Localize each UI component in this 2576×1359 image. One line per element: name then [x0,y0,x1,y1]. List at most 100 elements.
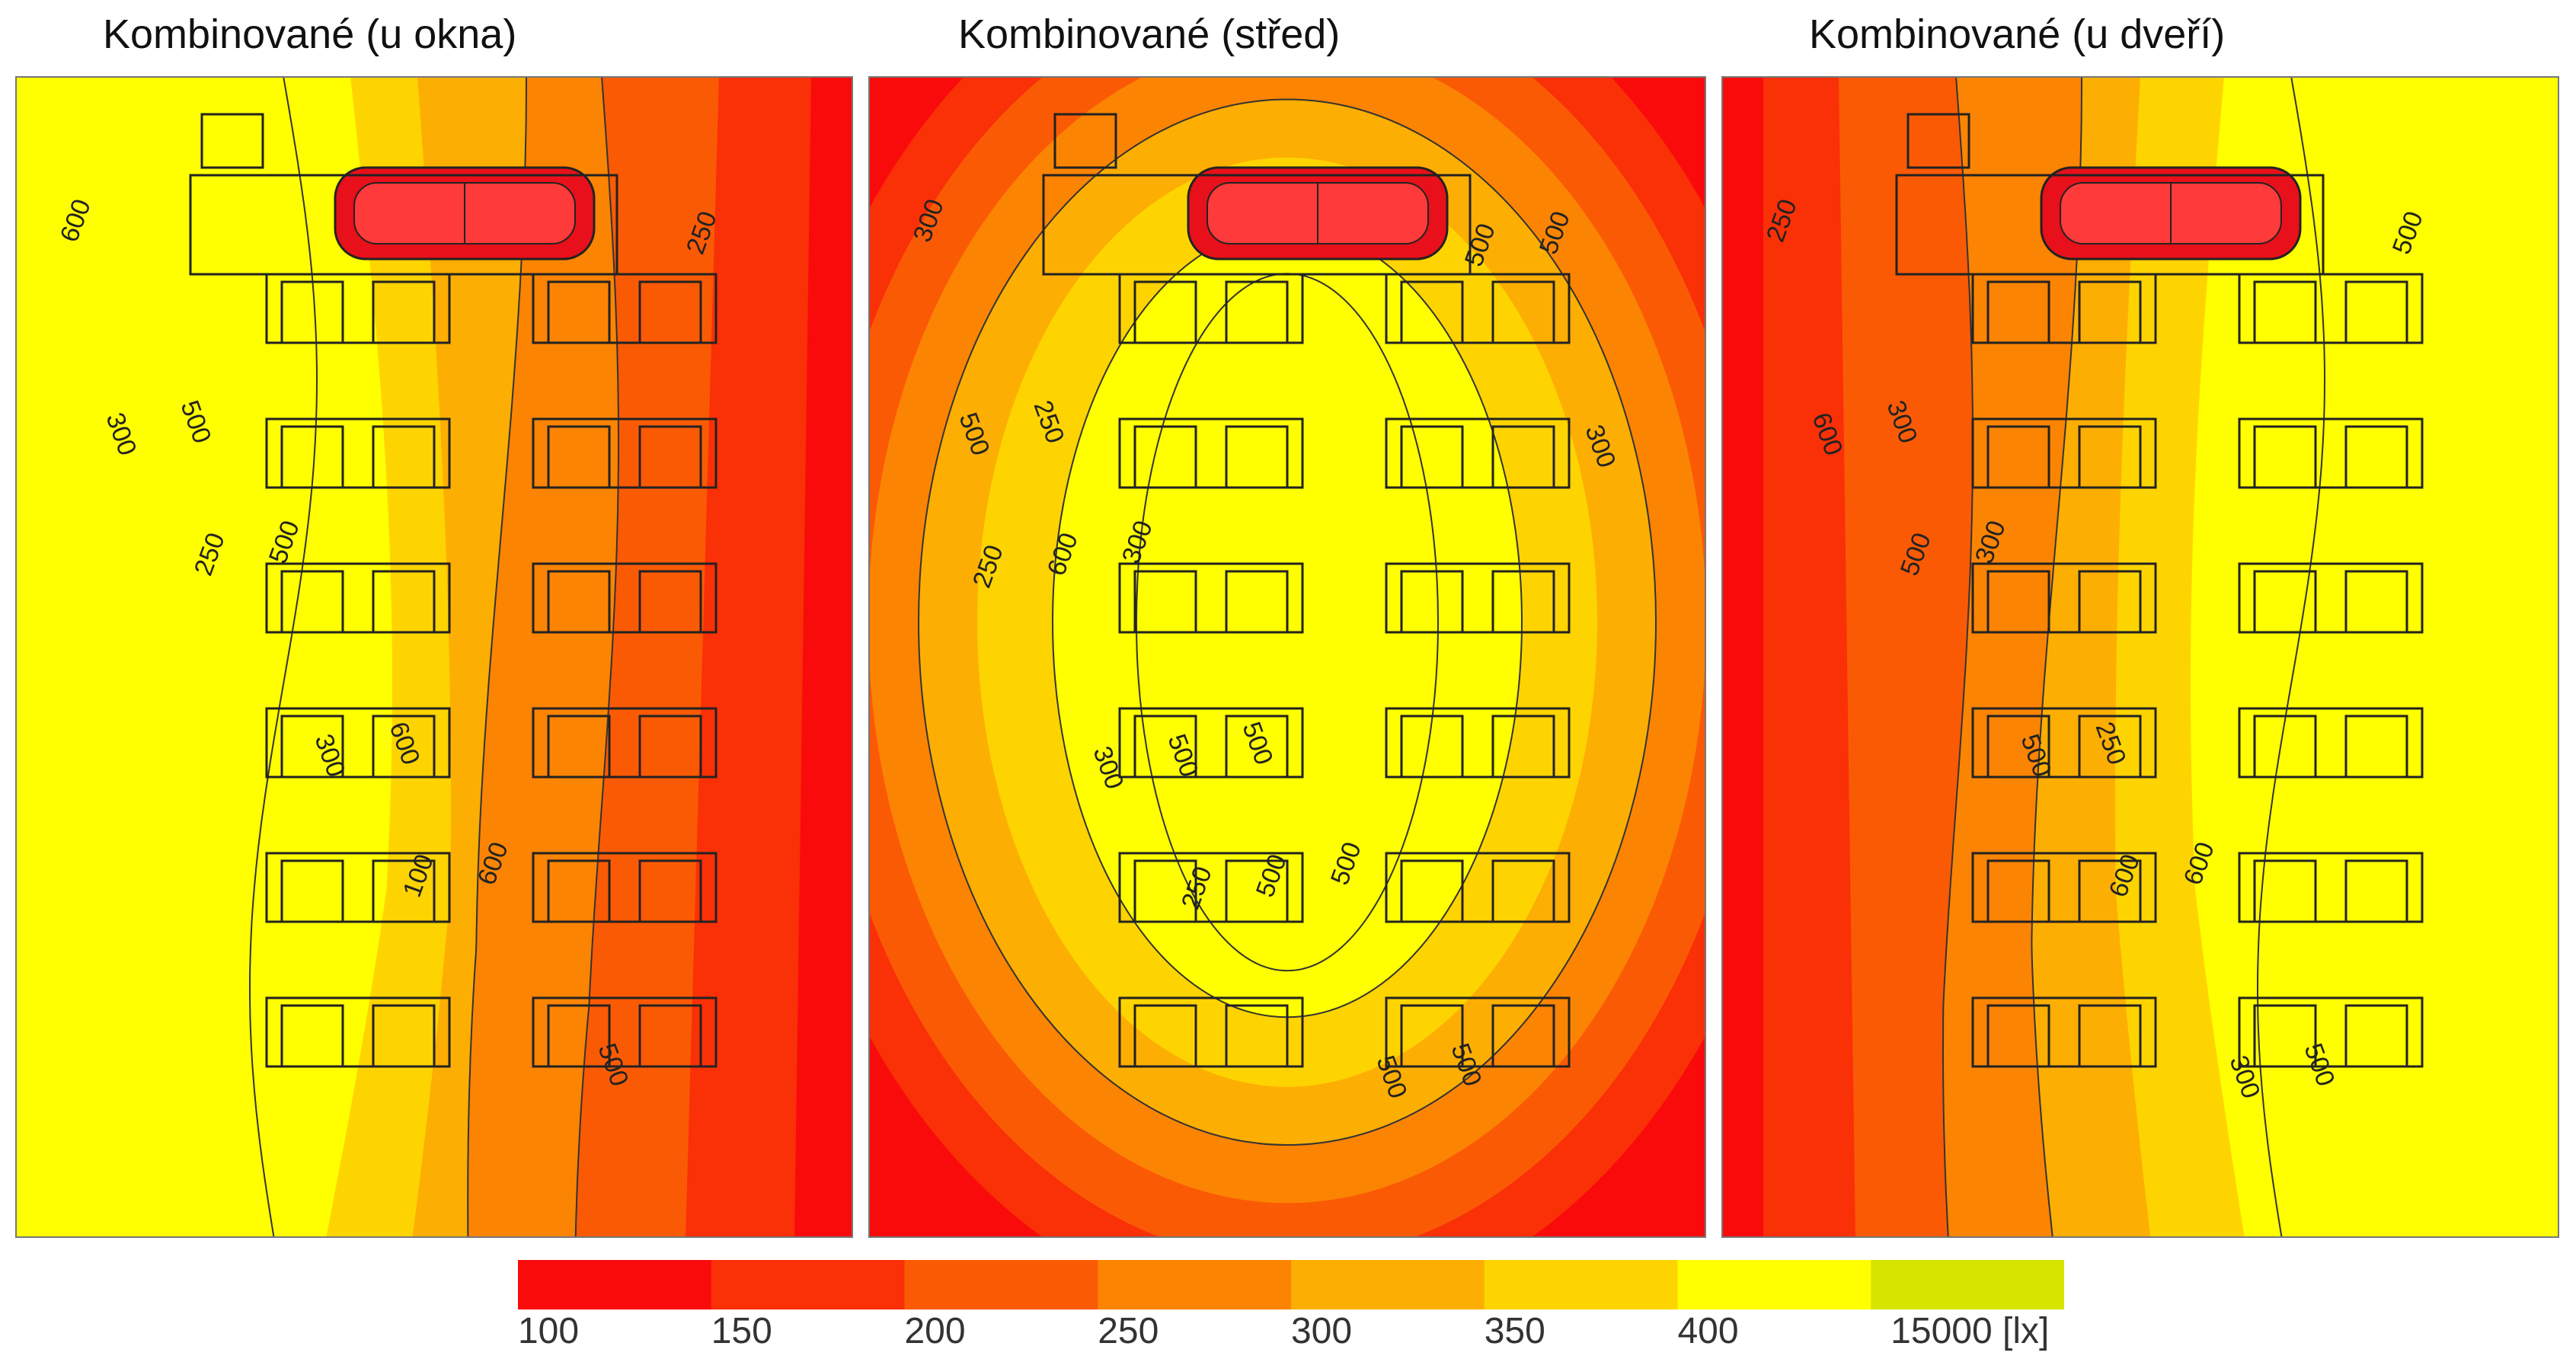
legend-tick-label: 150 [711,1311,772,1351]
chair [372,280,436,344]
desk [1385,852,1571,923]
legend-swatch-150 [711,1260,906,1309]
chair [547,425,611,489]
color-legend [518,1260,2064,1309]
chair [638,715,702,779]
chair [1225,715,1289,779]
region-400 [15,76,392,1238]
chair [280,859,344,923]
chair [1491,1004,1555,1068]
chair [280,570,344,634]
desk [2238,707,2424,779]
desk [1971,996,2157,1068]
chair [2344,425,2408,489]
desk [1971,273,2157,344]
panel-title-door: Kombinované (u dveří) [1809,11,2226,57]
chair [1986,859,2050,923]
chair [372,425,436,489]
chair [1133,570,1197,634]
chair [1133,280,1197,344]
desk [1971,707,2157,779]
contour-ring-0 [918,98,1657,1146]
chair [1225,280,1289,344]
legend-swatch-400 [1677,1260,1872,1309]
chair [280,280,344,344]
legend-tick-label: 250 [1098,1311,1159,1351]
legend-swatch-250 [1098,1260,1292,1309]
desk [532,996,718,1068]
chair [1225,1004,1289,1068]
legend-tick-label: 100 [517,1311,580,1351]
desk [265,707,451,779]
chair [638,1004,702,1068]
chair [1986,425,2050,489]
desk [2238,417,2424,489]
legend-swatch-15000 [1871,1260,2064,1309]
chair [2344,715,2408,779]
chair [1133,715,1197,779]
chair [2253,715,2317,779]
desk [1118,852,1304,923]
chair [547,715,611,779]
chair [280,425,344,489]
chair [372,1004,436,1068]
chair [1986,570,2050,634]
desk [1385,707,1571,779]
contour-line-250 [1942,76,1974,1238]
heatmap-panel-center: 3002503005005005005005006005005005005003… [868,76,1706,1238]
chair [1400,859,1464,923]
teacher-cabinet [200,113,264,169]
chair [1225,425,1289,489]
chair [2253,280,2317,344]
panel-title-center: Kombinované (střed) [958,11,1341,57]
chair [547,570,611,634]
chair [1225,859,1289,923]
chair [1133,425,1197,489]
desk [2238,273,2424,344]
contour-line-250 [574,76,619,1238]
desk [265,417,451,489]
chair [638,570,702,634]
chair [2078,1004,2142,1068]
chair [280,715,344,779]
desk [1971,562,2157,634]
legend-swatch-300 [1291,1260,1485,1309]
chair [1491,280,1555,344]
chair [2344,1004,2408,1068]
desk [1118,417,1304,489]
contour-line-500 [249,76,318,1238]
chair [2344,280,2408,344]
chair [1491,859,1555,923]
chair [1133,1004,1197,1068]
chair [2078,715,2142,779]
chair [1986,1004,2050,1068]
desk [1385,417,1571,489]
chair [638,859,702,923]
chair [1986,280,2050,344]
legend-swatch-100 [518,1260,712,1309]
chair [1491,425,1555,489]
chair [2253,859,2317,923]
desk [2238,562,2424,634]
chair [2078,280,2142,344]
chair [547,1004,611,1068]
chair [547,280,611,344]
chair [1491,570,1555,634]
chair [638,425,702,489]
desk [1118,273,1304,344]
desk [532,273,718,344]
desk [265,273,451,344]
desk [1118,707,1304,779]
teacher-cabinet [1906,113,1970,169]
chair [2253,570,2317,634]
chair [1400,425,1464,489]
legend-swatch-200 [904,1260,1099,1309]
chair [1400,570,1464,634]
chair [1986,715,2050,779]
region-400 [2191,76,2559,1238]
panel-title-window: Kombinované (u okna) [103,11,517,57]
teacher-cabinet [1053,113,1117,169]
chair [2253,1004,2317,1068]
